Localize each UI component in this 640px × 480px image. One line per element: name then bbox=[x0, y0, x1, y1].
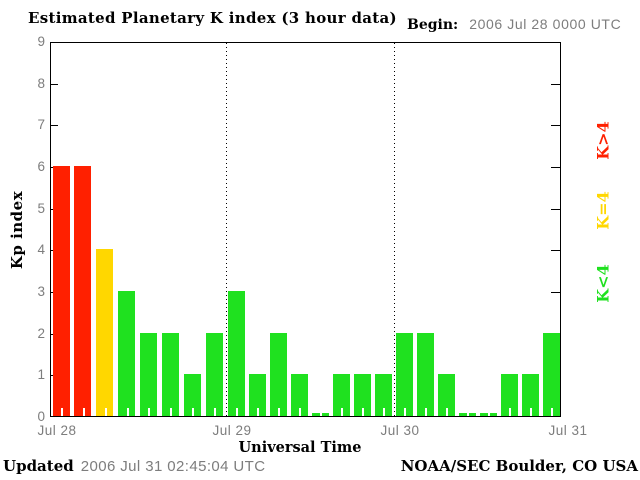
x-tick-notch bbox=[256, 408, 259, 416]
credit-text: NOAA/SEC Boulder, CO USA bbox=[400, 457, 638, 475]
x-tick-label: Jul 31 bbox=[548, 423, 588, 438]
x-tick-notch bbox=[508, 408, 511, 416]
kp-bar bbox=[227, 291, 245, 416]
x-tick-notch bbox=[148, 408, 151, 416]
x-tick-notch bbox=[126, 408, 129, 416]
x-tick-label: Jul 30 bbox=[380, 423, 420, 438]
chart-title: Estimated Planetary K index (3 hour data… bbox=[28, 9, 397, 27]
y-tick-label: 3 bbox=[37, 284, 45, 299]
y-tick-mark-right bbox=[551, 125, 560, 127]
kp-bar bbox=[96, 249, 114, 416]
y-tick-mark-right bbox=[551, 292, 560, 293]
x-tick-notch bbox=[298, 408, 301, 416]
legend-item-k-lt-4: K<4 bbox=[593, 264, 613, 303]
kp-bar bbox=[140, 332, 157, 416]
x-tick-notch bbox=[340, 408, 343, 416]
y-tick-label: 6 bbox=[37, 159, 45, 174]
y-tick-mark-left bbox=[51, 125, 58, 127]
kp-bar bbox=[52, 166, 70, 416]
x-tick-notch bbox=[445, 408, 448, 416]
x-tick-label: Jul 28 bbox=[37, 423, 77, 438]
y-tick-mark-right bbox=[551, 250, 560, 252]
kp-bar bbox=[205, 332, 223, 416]
kp-bar bbox=[290, 374, 308, 416]
kp-bar bbox=[416, 332, 434, 416]
begin-annotation: Begin: 2006 Jul 28 0000 UTC bbox=[407, 16, 621, 33]
kp-bar bbox=[353, 374, 371, 416]
x-tick-notch bbox=[104, 408, 107, 416]
y-tick-mark-right bbox=[551, 167, 560, 168]
x-tick-notch bbox=[170, 408, 173, 416]
kp-bar bbox=[118, 291, 136, 416]
x-tick-notch bbox=[319, 408, 322, 416]
day-separator-line bbox=[394, 43, 395, 416]
x-tick-label: Jul 29 bbox=[212, 423, 252, 438]
y-tick-label: 9 bbox=[37, 34, 45, 49]
y-tick-label: 2 bbox=[37, 325, 45, 341]
begin-label: Begin: bbox=[407, 17, 459, 33]
x-tick-notch bbox=[235, 408, 238, 416]
x-tick-notch bbox=[529, 408, 532, 416]
kp-bar bbox=[437, 374, 455, 416]
y-tick-mark-left bbox=[51, 83, 58, 85]
kp-bar bbox=[374, 374, 392, 416]
x-tick-notch bbox=[214, 408, 217, 416]
x-tick-notch bbox=[277, 408, 280, 416]
kp-bar bbox=[183, 374, 201, 416]
x-tick-notch bbox=[192, 408, 195, 416]
plot-area bbox=[50, 42, 561, 417]
kp-bar bbox=[500, 374, 518, 416]
x-tick-notch bbox=[466, 408, 469, 416]
x-tick-notch bbox=[424, 408, 427, 416]
y-tick-label: 8 bbox=[37, 75, 45, 91]
updated-label: Updated bbox=[3, 457, 74, 475]
day-separator-line bbox=[226, 43, 227, 416]
y-tick-label: 0 bbox=[37, 409, 45, 424]
y-tick-label: 5 bbox=[37, 200, 45, 216]
y-tick-label: 7 bbox=[37, 117, 45, 133]
kp-bar bbox=[521, 374, 539, 416]
kp-bar bbox=[161, 332, 179, 416]
y-tick-label: 1 bbox=[37, 367, 45, 383]
x-axis-title: Universal Time bbox=[238, 439, 362, 456]
x-tick-notch bbox=[60, 408, 63, 416]
x-tick-notch bbox=[361, 408, 364, 416]
kp-bar bbox=[74, 166, 92, 416]
legend-item-k-gt-4: K>4 bbox=[593, 121, 613, 160]
x-tick-notch bbox=[487, 408, 490, 416]
y-tick-label: 4 bbox=[37, 242, 45, 258]
x-tick-notch bbox=[550, 408, 553, 416]
x-tick-notch bbox=[403, 408, 406, 416]
y-tick-mark-right bbox=[551, 208, 560, 210]
updated-annotation: Updated 2006 Jul 31 02:45:04 UTC bbox=[3, 457, 265, 475]
kp-bar bbox=[269, 332, 287, 416]
x-tick-notch bbox=[382, 408, 385, 416]
kp-bar bbox=[395, 332, 413, 416]
y-tick-mark-right bbox=[551, 83, 560, 85]
legend-item-k-eq-4: K=4 bbox=[593, 191, 613, 230]
kp-bar bbox=[542, 332, 560, 416]
updated-value: 2006 Jul 31 02:45:04 UTC bbox=[80, 458, 266, 475]
begin-value: 2006 Jul 28 0000 UTC bbox=[469, 16, 622, 32]
kp-bar bbox=[248, 374, 266, 416]
x-tick-notch bbox=[82, 408, 85, 416]
kp-bar bbox=[332, 374, 350, 416]
